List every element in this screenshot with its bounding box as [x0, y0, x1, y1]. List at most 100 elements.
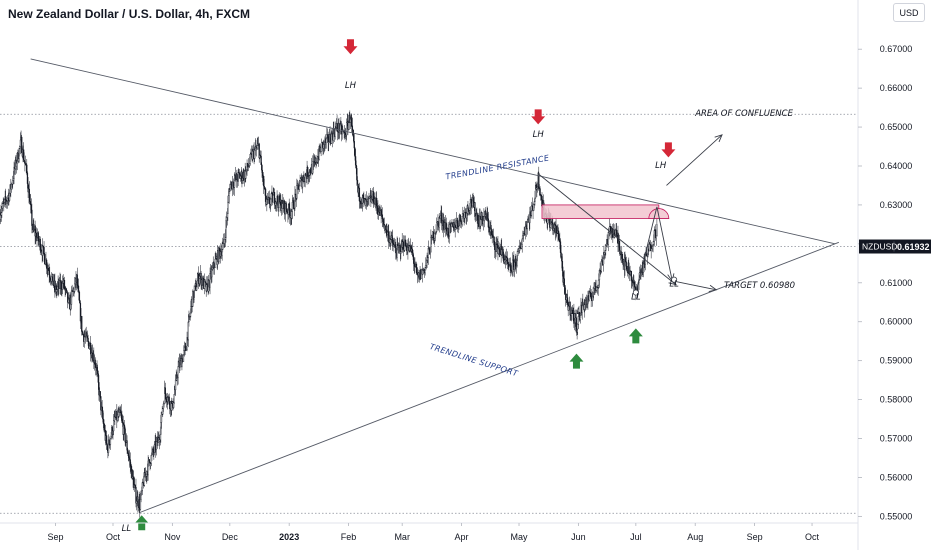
candle: [421, 262, 424, 283]
green-up-arrow-icon: [628, 328, 643, 344]
candle-body: [291, 211, 293, 219]
price-tick-label: 0.61000: [880, 278, 913, 288]
candle-body: [60, 281, 62, 289]
trendline-resistance[interactable]: [30, 58, 836, 245]
candle-body: [199, 275, 201, 279]
projection-arrow[interactable]: [537, 173, 677, 286]
arrowhead: [708, 284, 718, 292]
candles: [0, 110, 658, 518]
candle: [120, 404, 122, 423]
candle: [49, 275, 52, 286]
candle-body: [88, 345, 91, 349]
candle: [33, 218, 35, 233]
candle-body: [407, 247, 409, 253]
candle-body: [213, 262, 215, 268]
candle-body: [516, 255, 518, 266]
candle: [400, 249, 402, 260]
candle-body: [232, 181, 234, 187]
candle-body: [433, 237, 435, 241]
candle-body: [307, 167, 309, 178]
candle-body: [552, 222, 554, 231]
currency-button[interactable]: USD: [893, 3, 925, 22]
candle-body: [346, 122, 348, 136]
reference-lines: [0, 113, 858, 514]
candle-body: [56, 289, 58, 293]
candle-body: [485, 211, 487, 216]
candle-body: [167, 397, 169, 402]
candle: [527, 215, 529, 223]
candle-body: [538, 172, 540, 188]
candle-body: [470, 199, 472, 204]
candle-body: [206, 284, 208, 292]
red-down-arrow-icon: [343, 39, 358, 55]
projection-arrow[interactable]: [635, 206, 658, 293]
candle: [432, 225, 435, 244]
candle-body: [625, 261, 627, 267]
candle: [489, 221, 491, 239]
annotation-label: AREA OF CONFLUENCE: [694, 109, 793, 119]
candle-body: [173, 402, 175, 408]
candle-body: [248, 163, 251, 166]
candle: [268, 190, 271, 209]
candle: [325, 137, 327, 149]
candle-body: [469, 207, 471, 211]
candle: [526, 218, 528, 235]
candle: [135, 478, 137, 508]
candle-body: [349, 119, 352, 123]
candle-body: [1, 203, 4, 209]
candle: [577, 311, 580, 329]
candle: [591, 291, 594, 307]
candle: [44, 252, 46, 265]
candle: [213, 261, 215, 275]
candle: [394, 239, 396, 248]
candle: [182, 354, 184, 362]
candle-body: [77, 285, 80, 292]
candle-body: [594, 282, 596, 287]
candle-body: [280, 208, 283, 211]
projection-arrow[interactable]: [666, 134, 723, 186]
candle-body: [305, 174, 307, 176]
candle: [413, 254, 415, 272]
candle-body: [397, 244, 399, 247]
candle: [303, 171, 305, 182]
candle: [557, 227, 560, 242]
candle-body: [151, 452, 153, 456]
candle: [391, 229, 394, 251]
candle: [552, 218, 554, 235]
candle: [467, 200, 469, 216]
candle-body: [119, 409, 121, 413]
candle: [648, 241, 650, 252]
candle-body: [467, 205, 469, 210]
candle-body: [293, 200, 295, 210]
candle-body: [539, 188, 541, 196]
candle-body: [26, 164, 28, 174]
candle-body: [139, 499, 142, 510]
time-tick-label: Nov: [164, 532, 181, 542]
candle-body: [224, 237, 226, 240]
candle-body: [43, 247, 45, 255]
candle-body: [513, 262, 516, 270]
candle: [534, 181, 537, 199]
candle-body: [74, 283, 76, 292]
drawings: [30, 39, 840, 531]
candle-body: [106, 444, 108, 450]
trendline-support[interactable]: [139, 241, 840, 513]
projection-arrow[interactable]: [672, 280, 718, 292]
candle-body: [607, 232, 610, 245]
projection-line: [537, 173, 677, 286]
candle-body: [512, 259, 514, 273]
candle: [173, 385, 175, 405]
candle-body: [464, 211, 466, 219]
candle: [620, 251, 622, 263]
candle-body: [137, 496, 139, 507]
candle-body: [603, 252, 606, 255]
candle-body: [526, 221, 528, 230]
candle: [459, 214, 461, 228]
candle: [181, 354, 183, 371]
time-tick-label: Dec: [222, 532, 239, 542]
candle-body: [12, 178, 15, 181]
candle-body: [66, 290, 68, 293]
candle-body: [561, 261, 564, 271]
candle: [582, 293, 584, 308]
